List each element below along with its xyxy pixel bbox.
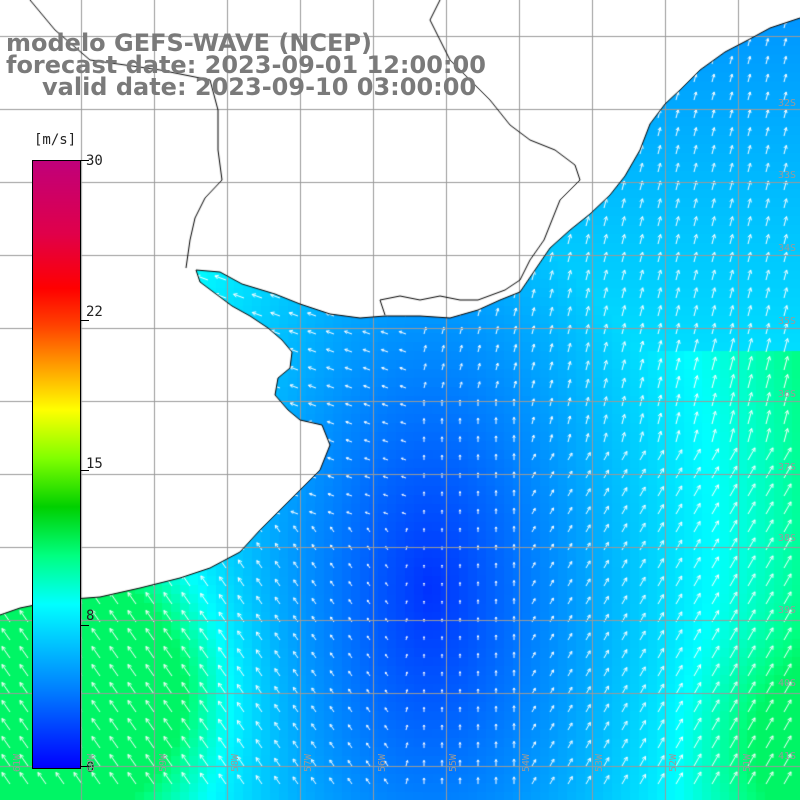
colorbar bbox=[32, 160, 81, 769]
colorbar-label-22: 22 bbox=[86, 304, 103, 320]
lat-label: 33S bbox=[777, 170, 796, 181]
lon-label: 54W bbox=[521, 753, 532, 772]
lat-label: 38S bbox=[777, 533, 796, 544]
lon-label: 53W bbox=[594, 753, 605, 772]
lon-label: 58W bbox=[230, 753, 241, 772]
colorbar-label-0: 0 bbox=[86, 760, 95, 776]
colorbar-tick bbox=[81, 160, 89, 161]
lat-label: 34S bbox=[777, 243, 796, 254]
lon-label: 57W bbox=[303, 753, 314, 772]
lon-label: 56W bbox=[377, 753, 388, 772]
colorbar-tick bbox=[81, 625, 89, 626]
lat-label: 35S bbox=[777, 316, 796, 327]
lat-label: 39S bbox=[777, 605, 796, 616]
lat-label: 37S bbox=[777, 462, 796, 473]
lon-label: 59W bbox=[158, 753, 169, 772]
lat-label: 36S bbox=[777, 389, 796, 400]
lon-label: 61W bbox=[12, 753, 23, 772]
colorbar-unit: [m/s] bbox=[34, 132, 77, 148]
lon-label: 51W bbox=[742, 753, 753, 772]
colorbar-tick bbox=[81, 470, 89, 471]
lat-label: 41S bbox=[777, 751, 796, 762]
lat-label: 32S bbox=[777, 98, 796, 109]
valid-date: valid date: 2023-09-10 03:00:00 bbox=[42, 73, 477, 101]
lon-label: 55W bbox=[448, 753, 459, 772]
colorbar-tick bbox=[81, 320, 89, 321]
colorbar-label-8: 8 bbox=[86, 608, 95, 624]
lat-label: 40S bbox=[777, 678, 796, 689]
model-title: modelo GEFS-WAVE (NCEP) bbox=[6, 29, 372, 57]
lon-label: 52W bbox=[668, 753, 679, 772]
colorbar-label-30: 30 bbox=[86, 153, 103, 169]
colorbar-label-15: 15 bbox=[86, 456, 103, 472]
forecast-date: forecast date: 2023-09-01 12:00:00 bbox=[6, 51, 486, 79]
lon-label: 60W bbox=[86, 753, 97, 772]
colorbar-tick bbox=[81, 766, 89, 767]
